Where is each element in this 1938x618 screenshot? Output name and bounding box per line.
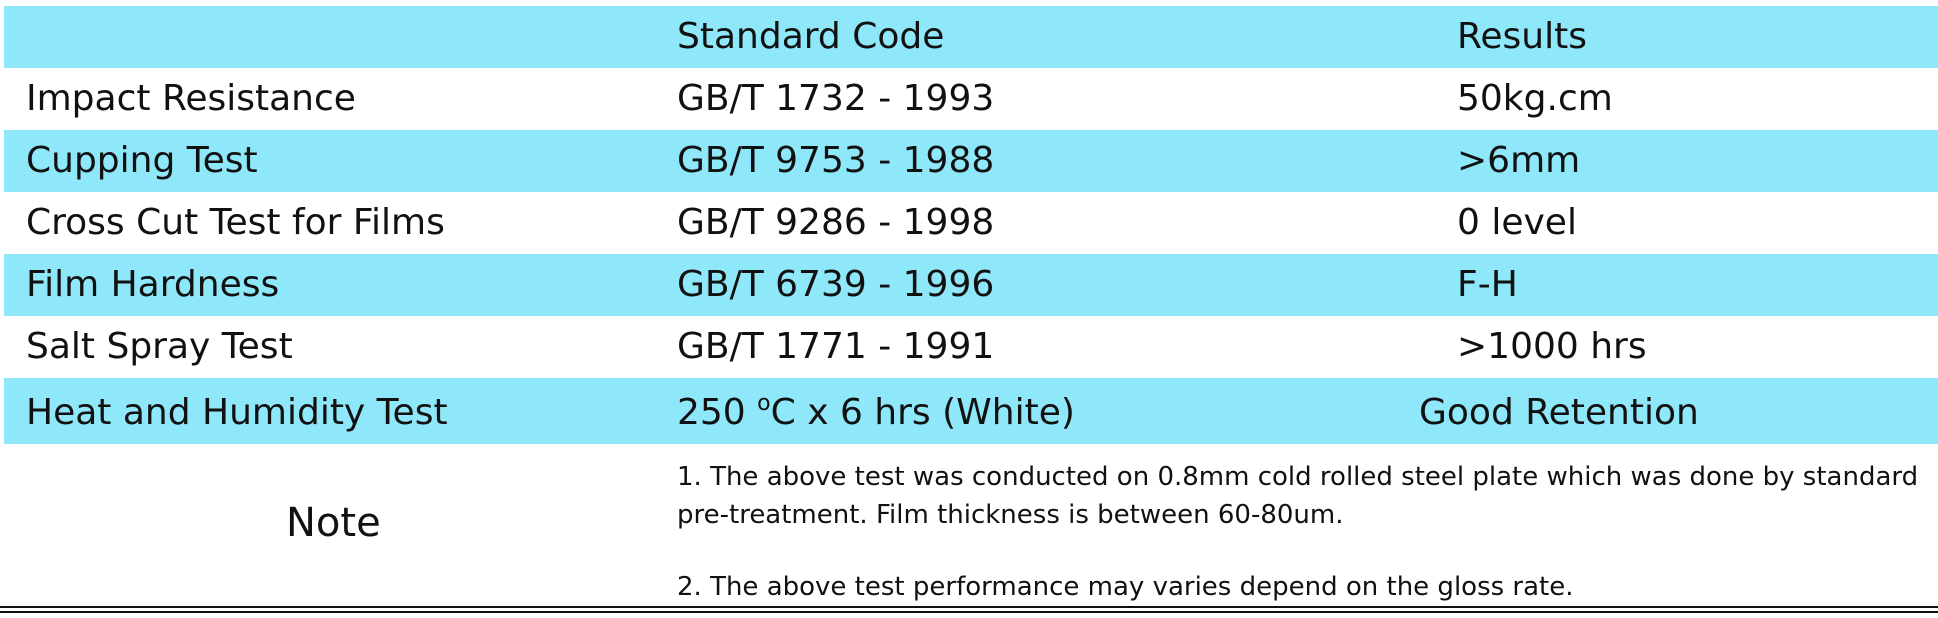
note-line-2: pre-treatment. Film thickness is between…: [677, 500, 1344, 530]
test-name: Heat and Humidity Test: [26, 392, 448, 433]
standard-code: 250 oC x 6 hrs (White): [677, 378, 1075, 444]
note-line-3: 2. The above test performance may varies…: [677, 572, 1574, 602]
result-value: F-H: [1457, 264, 1518, 305]
table-header-row: Standard Code Results: [4, 6, 1938, 68]
standard-code: GB/T 9286 - 1998: [677, 202, 995, 243]
standard-prefix: 250: [677, 392, 758, 433]
table-row: Cross Cut Test for Films GB/T 9286 - 199…: [4, 192, 1938, 254]
bottom-rule: [0, 606, 1938, 608]
test-name: Cross Cut Test for Films: [26, 202, 445, 243]
test-name: Film Hardness: [26, 264, 280, 305]
note-line-1: 1. The above test was conducted on 0.8mm…: [677, 462, 1919, 492]
result-value: >1000 hrs: [1457, 326, 1647, 367]
test-name: Cupping Test: [26, 140, 258, 181]
table-row: Film Hardness GB/T 6739 - 1996 F-H: [4, 254, 1938, 316]
bottom-rule: [0, 611, 1938, 613]
test-name: Salt Spray Test: [26, 326, 293, 367]
standard-code: GB/T 6739 - 1996: [677, 264, 995, 305]
header-results: Results: [1457, 16, 1587, 57]
result-value: >6mm: [1457, 140, 1581, 181]
table-row: Cupping Test GB/T 9753 - 1988 >6mm: [4, 130, 1938, 192]
standard-code: GB/T 1771 - 1991: [677, 326, 995, 367]
table-row: Impact Resistance GB/T 1732 - 1993 50kg.…: [4, 68, 1938, 130]
degree-symbol: o: [757, 391, 771, 416]
note-label: Note: [286, 500, 381, 546]
test-name: Impact Resistance: [26, 78, 356, 119]
standard-code: GB/T 9753 - 1988: [677, 140, 995, 181]
header-standard-code: Standard Code: [677, 16, 945, 57]
test-results-table: Standard Code Results Impact Resistance …: [4, 6, 1938, 444]
table-row: Salt Spray Test GB/T 1771 - 1991 >1000 h…: [4, 316, 1938, 378]
standard-code: GB/T 1732 - 1993: [677, 78, 995, 119]
result-value: 0 level: [1457, 202, 1577, 243]
note-section: Note 1. The above test was conducted on …: [4, 446, 1938, 606]
result-value: 50kg.cm: [1457, 78, 1613, 119]
table-row: Heat and Humidity Test 250 oC x 6 hrs (W…: [4, 378, 1938, 444]
standard-suffix: C x 6 hrs (White): [770, 392, 1075, 433]
result-value: Good Retention: [1419, 392, 1699, 433]
